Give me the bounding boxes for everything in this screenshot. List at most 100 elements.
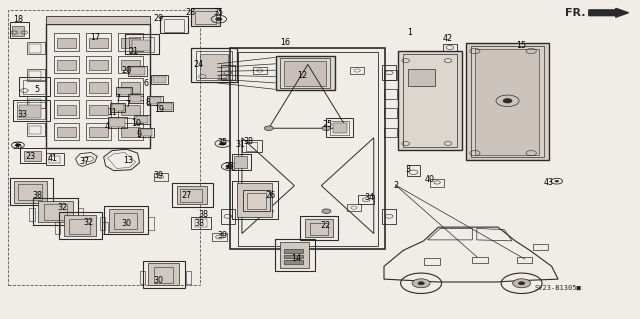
Text: 43: 43 xyxy=(544,178,554,187)
Bar xyxy=(54,56,79,73)
Circle shape xyxy=(15,144,20,146)
Bar xyxy=(128,94,143,103)
Bar xyxy=(89,60,108,70)
Bar xyxy=(38,201,73,222)
Text: 22: 22 xyxy=(320,221,330,230)
Bar xyxy=(424,258,440,265)
Bar xyxy=(121,127,140,137)
Bar xyxy=(118,56,143,73)
Bar xyxy=(121,82,140,93)
Bar xyxy=(280,242,309,268)
Bar xyxy=(86,33,111,51)
Bar xyxy=(256,204,270,211)
Bar xyxy=(195,219,207,227)
Text: 3: 3 xyxy=(406,165,411,174)
Text: 32: 32 xyxy=(58,204,68,212)
Bar xyxy=(57,60,76,70)
Bar xyxy=(232,181,278,219)
Bar xyxy=(86,100,111,118)
FancyArrow shape xyxy=(589,8,628,17)
Bar xyxy=(49,156,60,163)
Text: 38: 38 xyxy=(32,191,42,200)
Text: 30: 30 xyxy=(154,276,164,285)
Bar xyxy=(121,38,140,48)
Bar xyxy=(153,76,166,83)
Bar xyxy=(140,129,152,136)
Bar xyxy=(284,260,303,264)
Text: SV23-B1305■: SV23-B1305■ xyxy=(534,285,582,291)
Bar xyxy=(212,233,227,241)
Text: 18: 18 xyxy=(13,15,23,24)
Bar xyxy=(27,123,45,136)
Bar xyxy=(159,103,172,110)
Bar xyxy=(221,209,235,224)
Bar xyxy=(333,123,347,133)
Bar xyxy=(398,51,462,150)
Bar xyxy=(475,49,539,155)
Text: 39: 39 xyxy=(218,231,228,240)
Bar xyxy=(13,100,50,121)
Text: 7: 7 xyxy=(125,100,131,109)
Bar xyxy=(143,261,185,288)
Text: 11: 11 xyxy=(107,108,117,117)
Bar xyxy=(59,212,102,239)
Bar xyxy=(104,206,148,234)
Bar xyxy=(347,204,361,211)
Circle shape xyxy=(322,126,331,130)
Bar xyxy=(191,48,237,82)
Bar xyxy=(12,26,24,36)
Bar xyxy=(154,267,173,283)
Text: 36: 36 xyxy=(13,142,23,151)
Text: 12: 12 xyxy=(297,71,307,80)
Bar xyxy=(195,11,216,24)
Circle shape xyxy=(264,126,273,130)
Text: 15: 15 xyxy=(516,41,527,50)
Bar xyxy=(57,38,76,48)
Text: 2: 2 xyxy=(393,181,398,189)
Bar xyxy=(284,61,326,86)
Bar xyxy=(200,54,228,78)
Bar xyxy=(132,40,150,51)
Bar xyxy=(46,16,150,24)
Bar xyxy=(275,239,315,271)
Bar xyxy=(27,96,45,108)
Bar xyxy=(108,117,127,128)
Bar xyxy=(138,128,154,137)
Text: 32: 32 xyxy=(83,218,93,227)
Bar xyxy=(121,60,140,70)
Text: 19: 19 xyxy=(154,105,164,114)
Bar xyxy=(472,257,488,263)
Bar xyxy=(114,213,137,229)
Circle shape xyxy=(418,282,424,285)
Bar xyxy=(10,22,29,38)
Bar xyxy=(238,52,378,246)
Text: 7: 7 xyxy=(116,94,121,103)
Text: 38: 38 xyxy=(243,137,253,146)
Text: 1: 1 xyxy=(407,28,412,37)
Bar xyxy=(118,78,143,96)
Bar xyxy=(533,244,548,250)
Text: 37: 37 xyxy=(79,157,90,166)
Bar xyxy=(384,128,397,137)
Bar xyxy=(160,16,188,33)
Bar xyxy=(232,154,251,170)
Text: 8: 8 xyxy=(146,98,151,107)
Bar xyxy=(358,195,374,204)
Bar xyxy=(147,96,163,105)
Circle shape xyxy=(226,165,232,168)
Bar xyxy=(46,24,150,148)
Bar xyxy=(326,118,353,137)
Bar xyxy=(384,108,397,118)
Circle shape xyxy=(555,180,559,182)
Text: 38: 38 xyxy=(195,219,205,228)
Bar xyxy=(118,33,143,51)
Bar xyxy=(408,69,435,86)
Bar xyxy=(280,58,330,88)
Bar xyxy=(234,156,247,168)
Text: 27: 27 xyxy=(182,191,192,200)
Bar xyxy=(128,66,147,76)
Bar xyxy=(54,78,79,96)
Bar xyxy=(471,46,544,157)
Bar xyxy=(86,123,111,140)
Text: 33: 33 xyxy=(17,110,28,119)
